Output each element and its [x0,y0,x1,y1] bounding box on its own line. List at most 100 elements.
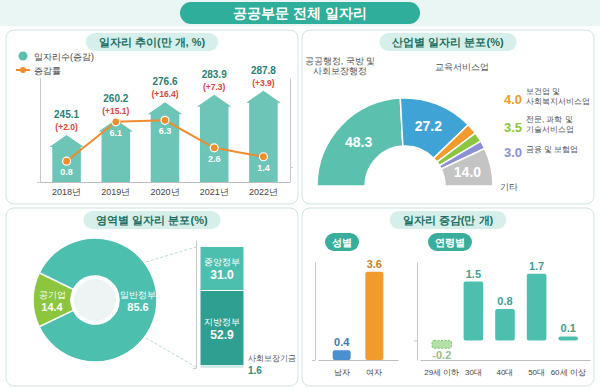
tick [290,167,293,168]
tick-mark [312,360,315,361]
bar [148,102,183,182]
panel-title-group: 영역별 일자리 분포(%) [83,211,220,229]
tick-label: 60세 이상 [551,368,586,377]
panel-title: 산업별 일자리 분포(%) [392,36,504,48]
connector [146,247,196,262]
tick: 2018년 [52,182,81,197]
header-band [0,0,600,26]
tick [37,182,40,183]
segment-label: 지방정부 [204,317,240,327]
point [63,157,71,165]
plot-area [432,274,578,348]
pie [317,98,493,186]
tick [414,340,417,341]
panel [6,208,298,386]
axis-line [41,182,291,183]
segment-label: 사회보장기금 [248,354,296,363]
legend-symbol [20,67,26,73]
axis-line [40,79,41,183]
point [259,153,267,161]
change-label: (+7.3) [203,82,226,92]
point [112,118,120,126]
slice [441,149,493,186]
data-label: 31.0 [210,268,234,282]
data-label: 6.3 [159,126,172,136]
bar-segment [200,290,244,365]
tick: 30대 [465,360,482,377]
bar [432,340,452,348]
segment-label: 중앙정부 [204,257,240,267]
slice [317,98,403,186]
tick-label: 2020년 [150,187,179,197]
tick-label: 여자 [366,368,382,377]
tick-label: 30대 [465,368,482,377]
text-line: 보건업 및 [526,87,560,96]
axis-line [290,79,291,183]
tick: 2021년 [200,182,229,197]
bar [49,135,84,182]
connector [146,338,196,367]
tick: 2019년 [101,182,130,197]
bar [99,119,134,182]
tick: 남자 [334,360,350,377]
data-label: 3.6 [367,258,382,270]
data-label: 1.4 [257,163,270,173]
tick: 2020년 [150,182,179,197]
subtitle-pill [325,233,359,251]
legend-item: 일자리수(증감) [19,52,95,62]
data-label: 27.2 [415,118,442,134]
subtitle-badge: 연령별 [428,233,472,251]
axis-line [315,263,316,361]
header-pill [180,2,420,24]
change-label: (+2.0) [55,122,78,132]
panel [6,30,298,204]
data-label: 52.9 [210,328,234,342]
bar [197,95,232,182]
category-axis: 2018년2019년2020년2021년2022년 [41,182,291,197]
tick-mark [193,368,196,369]
data-label: 3.5 [504,120,522,135]
slice-label: 일반정부 [120,290,156,300]
tick-label: 2019년 [101,187,130,197]
panel-title-pill [379,33,516,51]
panel [302,208,594,386]
data-label: 276.6 [152,76,177,87]
bar-segment [200,246,244,290]
slice-label: 교육서비스업 [435,62,489,72]
bar [558,336,578,340]
subtitle: 성별 [332,237,352,248]
tick [312,360,315,361]
value-axis [312,263,316,361]
subtitle-badge: 성별 [325,233,359,251]
slice-label: 전문, 과학 및기술서비스업 [526,115,574,134]
change-label: (+15.1) [102,106,129,116]
data-label: 245.1 [54,109,79,120]
text-line: 전문, 과학 및 [526,115,573,124]
pie-labels: 공기업14.4일반정부85.6 [39,290,156,313]
panel-title-pill [390,211,506,229]
data-label: 0.8 [60,167,73,177]
value-axis [37,79,41,183]
panel-title: 영역별 일자리 분포(%) [96,214,208,226]
data-label: 14.4 [41,301,63,313]
panel-title: 일자리 증감(만 개) [403,214,494,226]
change-label: (+16.4) [151,89,178,99]
data-label: 1.6 [248,365,262,376]
point [161,116,169,124]
slice [39,238,157,362]
panel-title-pill [83,211,220,229]
data-label: 3.0 [504,145,522,160]
data-label: 0.1 [561,322,576,334]
tick-mark [290,167,293,168]
subtitle-pill [428,233,472,251]
legend-item: 증감률 [16,66,61,76]
header-title: 공공부문 전체 일자리 [233,5,367,21]
data-label: 48.3 [345,134,372,150]
data-label: 0.8 [497,295,512,307]
tick-label: 2021년 [200,187,229,197]
panel-title-group: 일자리 추이(만 개, %) [86,33,218,51]
data-label: 260.2 [103,93,128,104]
text-line: 사회복지서비스업 [526,97,590,106]
bar [246,91,281,182]
tick: 40대 [497,360,514,377]
